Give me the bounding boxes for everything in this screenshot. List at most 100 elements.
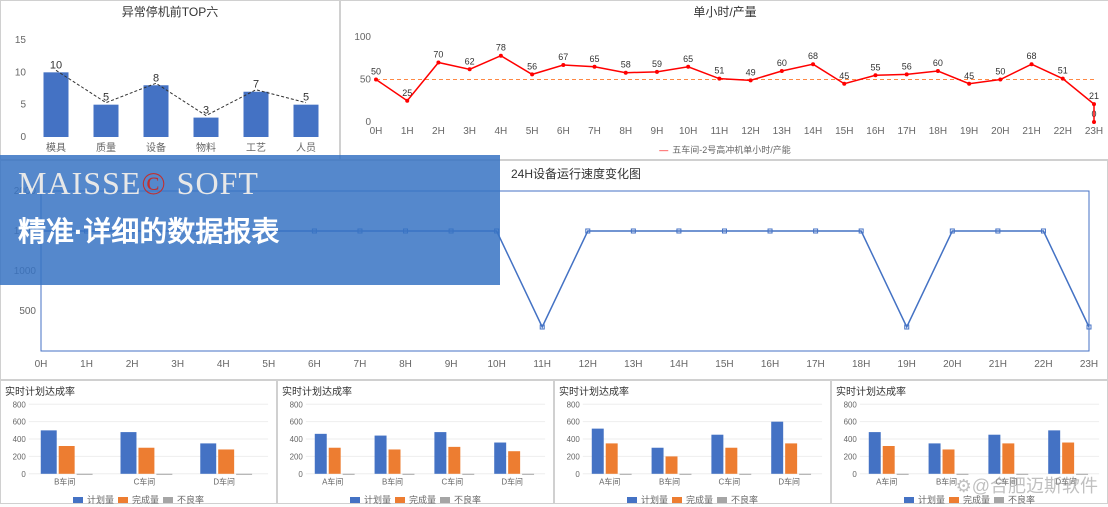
svg-text:45: 45 xyxy=(964,71,974,81)
mini-title: 实时计划达成率 xyxy=(832,381,1107,400)
svg-text:600: 600 xyxy=(290,418,304,427)
svg-text:12H: 12H xyxy=(741,126,759,137)
svg-text:D车间: D车间 xyxy=(213,477,235,487)
svg-text:10: 10 xyxy=(50,59,62,71)
svg-text:15H: 15H xyxy=(715,359,733,370)
svg-text:0: 0 xyxy=(20,132,26,143)
svg-text:设备: 设备 xyxy=(146,141,166,154)
svg-text:10H: 10H xyxy=(487,359,505,370)
svg-text:23H: 23H xyxy=(1085,126,1103,137)
svg-text:9H: 9H xyxy=(445,359,458,370)
svg-text:物料: 物料 xyxy=(196,141,216,154)
svg-text:D车间: D车间 xyxy=(501,477,523,487)
svg-text:16H: 16H xyxy=(761,359,779,370)
svg-text:0: 0 xyxy=(298,470,303,479)
svg-text:8: 8 xyxy=(153,72,159,84)
svg-text:3H: 3H xyxy=(171,359,184,370)
svg-text:0H: 0H xyxy=(35,359,48,370)
svg-text:C车间: C车间 xyxy=(134,477,156,487)
mini-legend: 计划量完成量不良率 xyxy=(278,492,553,507)
svg-text:800: 800 xyxy=(844,400,858,409)
svg-text:21H: 21H xyxy=(1022,126,1040,137)
svg-text:C车间: C车间 xyxy=(719,477,741,487)
svg-text:51: 51 xyxy=(1058,66,1068,76)
svg-text:400: 400 xyxy=(13,435,27,444)
svg-text:68: 68 xyxy=(1027,51,1037,61)
svg-text:200: 200 xyxy=(290,452,304,461)
svg-text:6H: 6H xyxy=(308,359,321,370)
svg-text:7H: 7H xyxy=(588,126,601,137)
svg-text:18H: 18H xyxy=(929,126,947,137)
svg-text:1H: 1H xyxy=(401,126,414,137)
svg-text:55: 55 xyxy=(870,62,880,72)
svg-text:23H: 23H xyxy=(1080,359,1098,370)
svg-text:14H: 14H xyxy=(804,126,822,137)
top6-bar-chart: 异常停机前TOP六 05101510模具5质量8设备3物料7工艺5人员 xyxy=(0,0,340,160)
svg-text:20H: 20H xyxy=(991,126,1009,137)
svg-text:5: 5 xyxy=(20,100,26,111)
svg-text:5: 5 xyxy=(303,92,309,104)
svg-text:400: 400 xyxy=(844,435,858,444)
svg-text:D车间: D车间 xyxy=(778,477,800,487)
svg-text:18H: 18H xyxy=(852,359,870,370)
svg-text:50: 50 xyxy=(360,75,372,86)
svg-text:800: 800 xyxy=(290,400,304,409)
svg-text:56: 56 xyxy=(527,61,537,71)
hourly-line-chart: 单小时/产量 050100500H251H702H623H784H565H676… xyxy=(340,0,1108,160)
svg-text:50: 50 xyxy=(995,67,1005,77)
svg-text:200: 200 xyxy=(567,452,581,461)
svg-text:15: 15 xyxy=(15,35,27,46)
hourly-legend-text: 五车间-2号高冲机单小时/产能 xyxy=(672,143,791,156)
svg-text:200: 200 xyxy=(13,452,27,461)
svg-text:19H: 19H xyxy=(898,359,916,370)
svg-text:13H: 13H xyxy=(773,126,791,137)
svg-text:20H: 20H xyxy=(943,359,961,370)
brand-tagline: 精准·详细的数据报表 xyxy=(18,210,482,250)
mini-chart-2: 实时计划达成率0200400600800A车间B车间C车间D车间计划量完成量不良… xyxy=(554,380,831,504)
top6-svg: 05101510模具5质量8设备3物料7工艺5人员 xyxy=(1,22,341,162)
svg-text:B车间: B车间 xyxy=(659,477,680,487)
svg-text:56: 56 xyxy=(902,61,912,71)
svg-text:21H: 21H xyxy=(989,359,1007,370)
watermark: ⚙@合肥迈斯软件 xyxy=(956,472,1098,498)
svg-text:51: 51 xyxy=(714,66,724,76)
svg-text:6H: 6H xyxy=(557,126,570,137)
svg-text:A车间: A车间 xyxy=(599,477,620,487)
svg-text:1H: 1H xyxy=(80,359,93,370)
svg-text:3H: 3H xyxy=(463,126,476,137)
svg-text:A车间: A车间 xyxy=(322,477,343,487)
svg-text:0H: 0H xyxy=(370,126,383,137)
svg-text:11H: 11H xyxy=(533,359,551,370)
svg-text:500: 500 xyxy=(19,306,36,317)
svg-text:59: 59 xyxy=(652,59,662,69)
svg-text:600: 600 xyxy=(13,418,27,427)
svg-text:800: 800 xyxy=(13,400,27,409)
svg-text:100: 100 xyxy=(354,32,371,43)
svg-text:2H: 2H xyxy=(126,359,139,370)
svg-text:22H: 22H xyxy=(1054,126,1072,137)
svg-text:50: 50 xyxy=(371,67,381,77)
svg-text:4H: 4H xyxy=(494,126,507,137)
svg-text:49: 49 xyxy=(746,67,756,77)
speed-title: 24H设备运行速度变化图 xyxy=(511,165,641,182)
mini-title: 实时计划达成率 xyxy=(1,381,276,400)
mini-chart-0: 实时计划达成率0200400600800B车间C车间D车间计划量完成量不良率 xyxy=(0,380,277,504)
svg-text:67: 67 xyxy=(558,52,568,62)
svg-text:工艺: 工艺 xyxy=(246,142,266,154)
svg-text:质量: 质量 xyxy=(96,142,116,154)
svg-text:B车间: B车间 xyxy=(54,477,75,487)
svg-text:A车间: A车间 xyxy=(876,477,897,487)
svg-text:21: 21 xyxy=(1089,91,1099,101)
svg-text:8H: 8H xyxy=(619,126,632,137)
svg-text:人员: 人员 xyxy=(296,142,316,154)
svg-text:5H: 5H xyxy=(526,126,539,137)
svg-text:B车间: B车间 xyxy=(382,477,403,487)
svg-text:16H: 16H xyxy=(866,126,884,137)
brand-overlay: MAISSE©SOFT 精准·详细的数据报表 xyxy=(0,155,500,285)
mini-title: 实时计划达成率 xyxy=(555,381,830,400)
svg-text:62: 62 xyxy=(465,56,475,66)
mini-legend: 计划量完成量不良率 xyxy=(1,492,276,507)
svg-text:400: 400 xyxy=(290,435,304,444)
svg-text:13H: 13H xyxy=(624,359,642,370)
mini-charts-row: 实时计划达成率 0 200 400 600 800 B车间 C车间 D车间计划量完成量不良率 实时… xyxy=(0,380,1108,504)
